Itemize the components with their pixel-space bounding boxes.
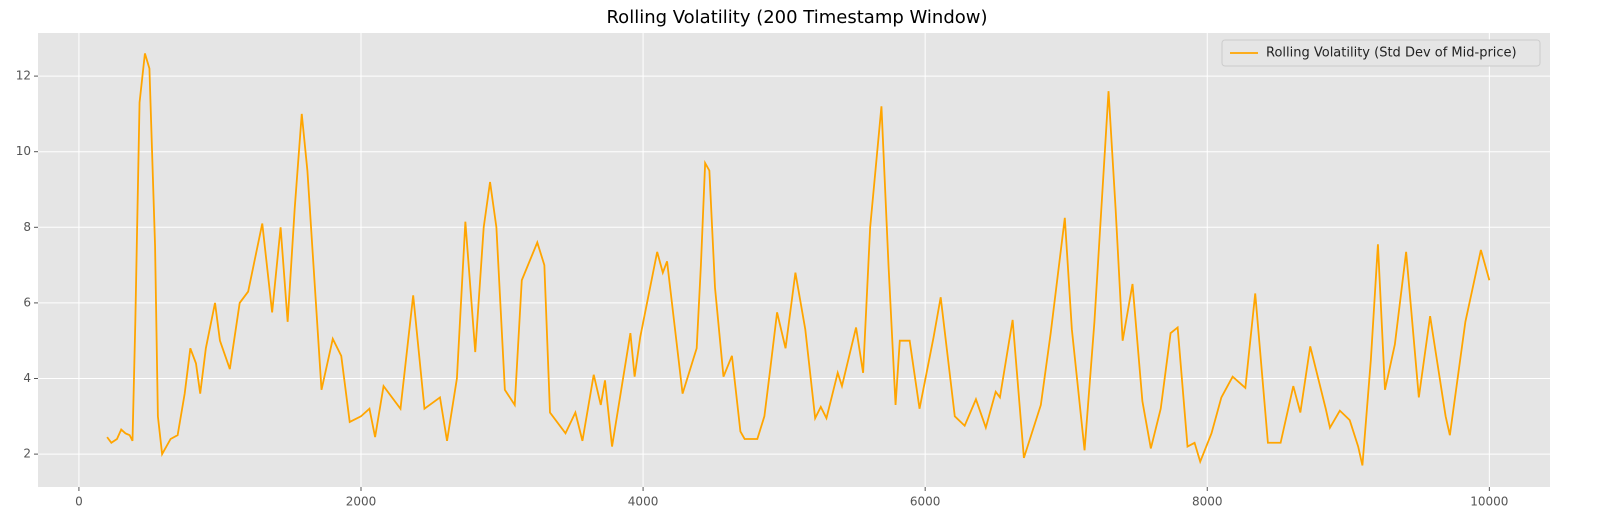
x-tick-label: 6000	[910, 495, 941, 509]
y-tick-label: 4	[23, 371, 31, 385]
x-tick-label: 2000	[346, 495, 377, 509]
y-tick-label: 10	[16, 144, 31, 158]
y-tick-label: 12	[16, 69, 31, 83]
x-tick-label: 10000	[1470, 495, 1508, 509]
legend-box	[1221, 39, 1541, 67]
y-tick-label: 2	[23, 447, 31, 461]
x-tick-label: 4000	[628, 495, 659, 509]
y-tick-label: 8	[23, 220, 31, 234]
data-line	[106, 53, 1491, 466]
y-tick-label: 6	[23, 295, 31, 309]
legend-label: Rolling Volatility (Std Dev of Mid-price…	[1266, 46, 1517, 61]
x-tick-label: 0	[75, 495, 83, 509]
x-tick-label: 8000	[1192, 495, 1223, 509]
chart-title: Rolling Volatility (200 Timestamp Window…	[606, 7, 987, 28]
plot-area	[38, 33, 1550, 487]
